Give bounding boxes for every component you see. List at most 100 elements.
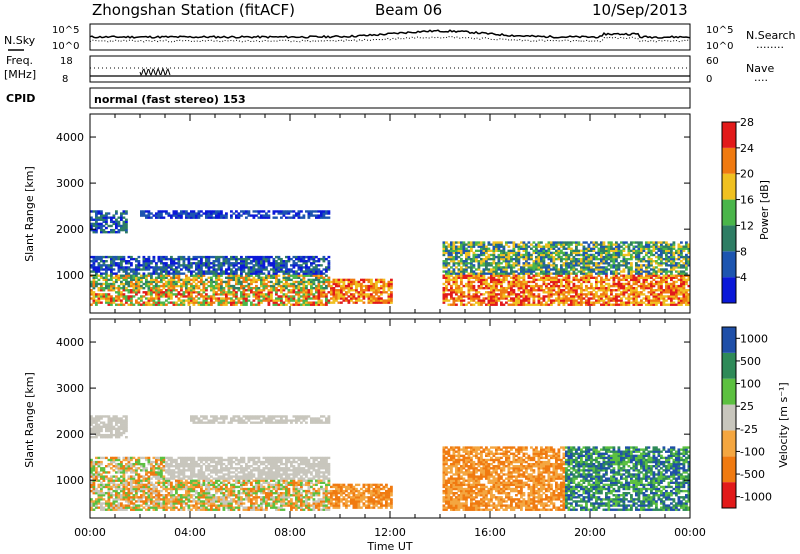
heatmap-cell [457,299,461,302]
heatmap-cell [445,270,448,273]
heatmap-cell [552,268,556,271]
heatmap-cell [115,475,118,478]
heatmap-cell [125,210,128,213]
heatmap-cell [310,291,313,294]
heatmap-cell [532,245,536,248]
heatmap-cell [335,291,338,294]
heatmap-cell [100,264,103,267]
heatmap-cell [532,280,536,284]
heatmap-cell [652,243,656,246]
heatmap-cell [545,251,548,255]
heatmap-cell [202,262,206,265]
heatmap-cell [657,280,661,284]
heatmap-cell [197,284,201,288]
heatmap-cell [137,291,141,294]
heatmap-cell [257,301,261,304]
heatmap-cell [550,280,553,284]
heatmap-cell [177,214,181,217]
heatmap-cell [545,270,548,273]
heatmap-cell [137,303,141,306]
heatmap-cell [305,291,308,294]
heatmap-cell [457,260,461,263]
heatmap-cell [90,465,93,468]
heatmap-cell [685,299,688,302]
heatmap-cell [587,291,591,294]
heatmap-cell [632,249,636,253]
heatmap-cell [245,216,248,219]
heatmap-cell [685,262,688,265]
heatmap-cell [635,293,638,296]
heatmap-cell [92,291,96,294]
heatmap-cell [112,419,116,422]
heatmap-cell [507,266,511,269]
heatmap-cell [307,291,311,294]
heatmap-cell [562,297,566,300]
heatmap-cell [175,216,178,219]
heatmap-cell [332,299,336,302]
heatmap-cell [530,270,533,273]
heatmap-cell [572,299,576,302]
heatmap-cell [137,280,141,284]
heatmap-cell [572,272,576,275]
heatmap-cell [537,262,541,265]
heatmap-cell [122,255,126,259]
heatmap-cell [580,286,583,290]
heatmap-cell [200,264,203,267]
heatmap-cell [212,264,216,267]
heatmap-cell [307,301,311,304]
heatmap-cell [565,264,568,267]
heatmap-cell [302,303,306,306]
heatmap-cell [485,297,488,300]
heatmap-cell [620,299,623,302]
heatmap-cell [445,274,448,277]
heatmap-cell [535,257,538,261]
heatmap-cell [187,270,191,273]
heatmap-cell [130,297,133,300]
heatmap-cell [570,303,573,306]
heatmap-cell [575,245,578,248]
heatmap-cell [645,274,648,277]
heatmap-cell [155,289,158,292]
heatmap-cell [195,301,198,304]
heatmap-cell [210,280,213,284]
heatmap-cell [177,297,181,300]
heatmap-cell [305,260,308,263]
heatmap-cell [502,289,506,292]
heatmap-cell [640,249,643,253]
heatmap-cell [220,280,223,284]
heatmap-cell [240,297,243,300]
heatmap-cell [175,262,178,265]
heatmap-cell [497,274,501,277]
heatmap-cell [585,255,588,259]
heatmap-cell [500,291,503,294]
heatmap-cell [350,286,353,290]
nave-label: Nave [746,62,774,75]
heatmap-cell [190,270,193,273]
heatmap-cell [650,274,653,277]
heatmap-cell [127,268,131,271]
heatmap-cell [220,293,223,296]
heatmap-cell [655,299,658,302]
heatmap-cell [537,299,541,302]
heatmap-cell [605,247,608,250]
heatmap-cell [90,303,93,306]
heatmap-cell [447,245,451,248]
heatmap-cell [157,289,161,292]
heatmap-cell [470,247,473,250]
heatmap-cell [620,297,623,300]
heatmap-cell [255,284,258,288]
heatmap-cell [505,270,508,273]
heatmap-cell [522,289,526,292]
heatmap-cell [465,266,468,269]
heatmap-cell [602,289,606,292]
heatmap-cell [190,272,193,275]
heatmap-cell [210,266,213,269]
heatmap-cell [580,262,583,265]
heatmap-cell [225,212,228,215]
heatmap-cell [580,293,583,296]
heatmap-cell [235,264,238,267]
heatmap-cell [365,289,368,292]
heatmap-cell [507,262,511,265]
heatmap-cell [177,293,181,296]
heatmap-cell [657,286,661,290]
